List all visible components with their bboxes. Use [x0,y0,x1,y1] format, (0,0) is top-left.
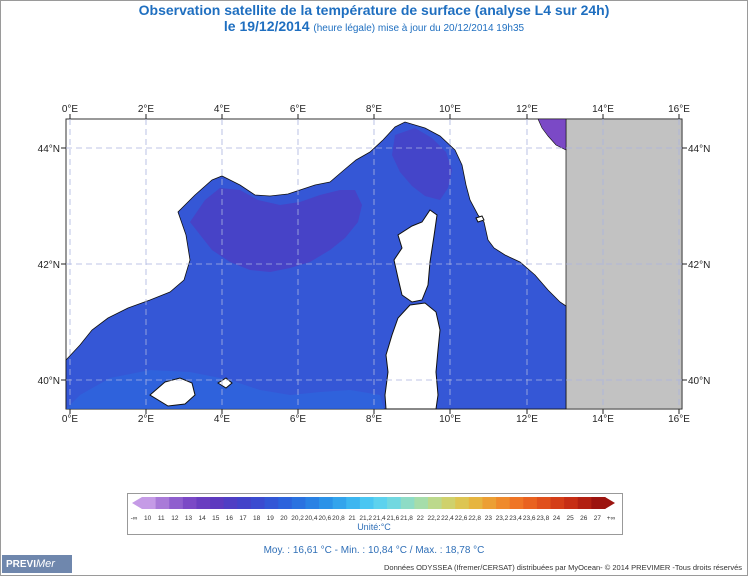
longitude-label: 4°E [214,414,231,425]
longitude-label: 16°E [668,414,690,425]
sst-field-warm-south [66,370,384,409]
longitude-label: 2°E [138,104,155,115]
longitude-label: 12°E [516,104,538,115]
credits-text: Données ODYSSEA (Ifremer/CERSAT) distrib… [383,563,742,572]
land-elba [475,215,485,223]
stats-summary: Moy. : 16,61 °C - Min. : 10,84 °C / Max.… [263,545,485,556]
map-title: Observation satellite de la température … [138,2,610,18]
land-menorca [217,377,233,389]
latitude-label: 42°N [38,260,60,271]
longitude-labels-bottom: 0°E 2°E 4°E 6°E 8°E 10°E 12°E 14°E 16°E [62,409,690,425]
logo-suffix: Mer [36,558,55,570]
longitude-label: 10°E [439,104,461,115]
longitude-label: 16°E [668,104,690,115]
latitude-label: 42°N [688,260,710,271]
sst-field-cold-ligurian [392,128,452,200]
land-balearic [149,377,196,407]
logo-prefix: PREVI [6,559,37,570]
longitude-label: 0°E [62,104,79,115]
sst-field-cold [190,188,362,272]
latitude-label: 44°N [688,144,710,155]
land-corsica [393,209,438,303]
previmer-logo[interactable]: PREVIMer [2,555,72,573]
latitude-labels-left: 44°N 42°N 40°N [38,144,66,387]
latitude-label: 44°N [38,144,60,155]
latitude-label: 40°N [688,376,710,387]
map-update-note: (heure légale) mise à jour du 20/12/2014… [313,23,525,34]
longitude-label: 14°E [592,414,614,425]
longitude-label: 14°E [592,104,614,115]
sst-field-tyrrhenian-north [537,118,567,151]
longitude-label: 4°E [214,104,231,115]
latitude-label: 40°N [38,376,60,387]
land-italy [565,118,683,410]
longitude-label: 8°E [366,104,383,115]
longitude-label: 6°E [290,104,307,115]
map-gridlines [66,119,682,409]
longitude-label: 0°E [62,414,79,425]
longitude-label: 6°E [290,414,307,425]
latitude-labels-right: 44°N 42°N 40°N [682,144,710,387]
map-date: le 19/12/2014 [223,18,310,34]
longitude-label: 8°E [366,414,383,425]
land-sardinia [384,302,441,410]
longitude-label: 2°E [138,414,155,425]
longitude-labels-top: 0°E 2°E 4°E 6°E 8°E 10°E 12°E 14°E 16°E [62,104,690,119]
legend-box [127,493,623,535]
map-subtitle: le 19/12/2014 (heure légale) mise à jour… [0,18,748,34]
longitude-label: 10°E [439,414,461,425]
longitude-label: 12°E [516,414,538,425]
